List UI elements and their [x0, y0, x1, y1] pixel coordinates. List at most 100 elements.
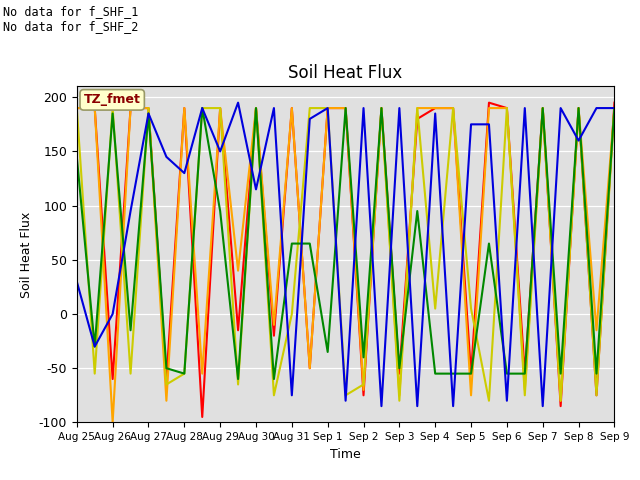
SHF2 [485, 105, 493, 111]
SHF2 [467, 393, 475, 398]
SHF2 [145, 105, 152, 111]
SHF4 [216, 208, 224, 214]
SHF3 [109, 105, 116, 111]
SHF1 [539, 105, 547, 111]
SHF1 [73, 105, 81, 111]
SHF4 [503, 371, 511, 376]
SHF3 [216, 105, 224, 111]
SHF3 [521, 393, 529, 398]
Title: Soil Heat Flux: Soil Heat Flux [289, 64, 403, 82]
SHF1 [198, 414, 206, 420]
SHF4 [73, 154, 81, 160]
SHF1 [145, 105, 152, 111]
SHF1 [503, 105, 511, 111]
SHF3 [449, 105, 457, 111]
SHF5 [503, 398, 511, 404]
SHF1 [109, 376, 116, 382]
SHF5 [252, 187, 260, 192]
SHF5 [467, 121, 475, 127]
X-axis label: Time: Time [330, 448, 361, 461]
SHF5 [396, 105, 403, 111]
SHF3 [324, 105, 332, 111]
SHF5 [485, 121, 493, 127]
SHF5 [216, 148, 224, 154]
SHF4 [270, 376, 278, 382]
Line: SHF3: SHF3 [77, 108, 614, 401]
SHF1 [593, 393, 600, 398]
SHF4 [485, 240, 493, 246]
SHF1 [270, 333, 278, 338]
SHF3 [127, 371, 134, 376]
SHF5 [198, 105, 206, 111]
SHF1 [252, 105, 260, 111]
Line: SHF5: SHF5 [77, 103, 614, 406]
SHF5 [324, 105, 332, 111]
SHF1 [342, 105, 349, 111]
SHF5 [557, 105, 564, 111]
SHF5 [109, 311, 116, 317]
SHF4 [467, 371, 475, 376]
SHF5 [163, 154, 170, 160]
SHF2 [557, 398, 564, 404]
SHF3 [306, 105, 314, 111]
SHF4 [539, 105, 547, 111]
Y-axis label: Soil Heat Flux: Soil Heat Flux [20, 211, 33, 298]
Text: No data for f_SHF_1
No data for f_SHF_2: No data for f_SHF_1 No data for f_SHF_2 [3, 5, 139, 33]
SHF5 [73, 278, 81, 284]
SHF3 [234, 382, 242, 387]
SHF2 [503, 105, 511, 111]
SHF3 [539, 105, 547, 111]
SHF5 [575, 138, 582, 144]
SHF1 [449, 105, 457, 111]
SHF1 [180, 105, 188, 111]
SHF2 [413, 105, 421, 111]
SHF1 [91, 105, 99, 111]
SHF3 [503, 105, 511, 111]
SHF4 [288, 240, 296, 246]
SHF3 [252, 105, 260, 111]
SHF2 [180, 105, 188, 111]
SHF3 [180, 371, 188, 376]
SHF2 [91, 105, 99, 111]
SHF1 [431, 105, 439, 111]
SHF1 [216, 105, 224, 111]
SHF5 [91, 344, 99, 349]
SHF1 [288, 105, 296, 111]
SHF2 [270, 322, 278, 328]
SHF2 [521, 387, 529, 393]
SHF4 [198, 105, 206, 111]
SHF5 [234, 100, 242, 106]
SHF4 [413, 208, 421, 214]
SHF1 [306, 365, 314, 371]
SHF3 [73, 105, 81, 111]
SHF4 [575, 105, 582, 111]
SHF2 [163, 398, 170, 404]
SHF2 [288, 105, 296, 111]
SHF3 [575, 105, 582, 111]
SHF4 [306, 240, 314, 246]
SHF3 [288, 311, 296, 317]
SHF4 [557, 371, 564, 376]
SHF4 [127, 327, 134, 333]
SHF3 [611, 105, 618, 111]
SHF5 [431, 110, 439, 116]
SHF3 [163, 382, 170, 387]
SHF5 [413, 403, 421, 409]
SHF3 [378, 105, 385, 111]
SHF4 [180, 371, 188, 376]
SHF2 [324, 105, 332, 111]
SHF5 [449, 403, 457, 409]
SHF2 [431, 105, 439, 111]
SHF2 [127, 105, 134, 111]
SHF4 [360, 355, 367, 360]
SHF2 [234, 268, 242, 274]
SHF2 [575, 105, 582, 111]
SHF1 [396, 371, 403, 376]
SHF5 [611, 105, 618, 111]
SHF3 [431, 306, 439, 312]
SHF5 [521, 105, 529, 111]
SHF5 [342, 398, 349, 404]
SHF1 [557, 403, 564, 409]
SHF3 [91, 371, 99, 376]
SHF1 [521, 371, 529, 376]
